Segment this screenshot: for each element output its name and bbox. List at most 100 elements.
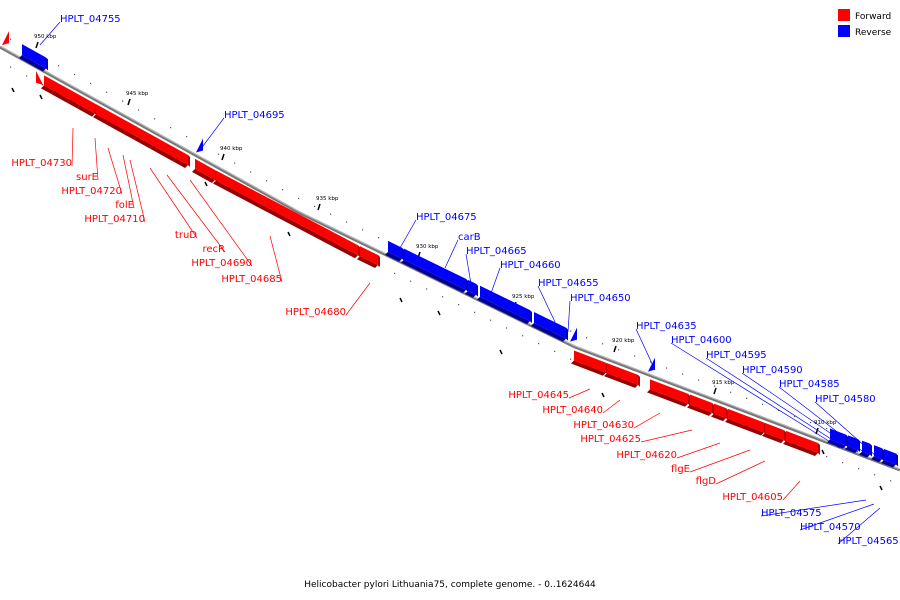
gene-arrow [36, 70, 43, 85]
gene-block [845, 435, 860, 454]
gene-label: HPLT_04580 [815, 394, 876, 405]
gene-arrow [196, 138, 203, 153]
leader-line [189, 179, 253, 267]
minor-tick-dot [458, 303, 460, 306]
minor-tick-dot [42, 84, 44, 86]
gene-block [173, 148, 190, 169]
major-tick [713, 387, 717, 395]
gene-label: carB [458, 232, 481, 243]
leader-line [345, 282, 371, 316]
gene-block [647, 379, 690, 407]
tick-mark [879, 485, 883, 491]
gene-arrow [648, 357, 655, 372]
minor-tick-dot [410, 280, 412, 282]
legend-forward-label: Forward [855, 12, 891, 22]
gene-block [465, 279, 478, 298]
minor-tick-dot [682, 373, 684, 375]
gene-label: HPLT_04650 [570, 293, 631, 304]
leader-line [71, 127, 74, 167]
major-tick [127, 98, 131, 106]
gene-label: HPLT_04645 [508, 390, 569, 401]
gene-label: HPLT_04625 [580, 434, 641, 445]
tick-mark [399, 297, 403, 303]
gene-label: HPLT_04565 [838, 536, 899, 547]
minor-tick-dot [314, 205, 316, 208]
gene-block [859, 440, 872, 458]
gene-block [531, 312, 568, 342]
minor-tick-dot [330, 213, 332, 215]
gene-block [19, 44, 48, 72]
leader-line [640, 429, 693, 443]
gene-block [477, 285, 532, 325]
gene-label: HPLT_04585 [779, 379, 840, 390]
major-ticks: 950 kbp 945 kbp 940 kbp 935 kbp 930 kbp 925 k… [34, 34, 837, 435]
gene-label: HPLT_04695 [224, 110, 285, 121]
minor-tick-dot [570, 358, 572, 360]
gene-block [401, 248, 468, 293]
leader-line [715, 460, 766, 485]
minor-tick-dot [730, 391, 732, 393]
minor-tick-dot [778, 409, 780, 412]
minor-tick-dot [74, 73, 76, 76]
gene-blocks [2, 31, 898, 468]
minor-tick-dot [10, 38, 12, 40]
minor-tick-dot [234, 162, 236, 164]
gene-label: HPLT_04655 [538, 278, 599, 289]
minor-tick-dot [714, 385, 716, 387]
gene-label: HPLT_04665 [466, 246, 527, 257]
minor-tick-dot [10, 66, 12, 68]
legend-forward-swatch [838, 9, 850, 21]
minor-tick-dot [602, 343, 604, 345]
gene-label: HPLT_04575 [761, 508, 822, 519]
major-tick [221, 153, 225, 161]
minor-tick-dot [826, 455, 828, 458]
tick-label: 930 kbp [416, 244, 439, 250]
tick-mark [437, 310, 441, 316]
leader-line [166, 174, 226, 253]
minor-tick-dot [586, 337, 588, 339]
minor-tick-dot [442, 296, 444, 298]
minor-tick-dot [378, 237, 380, 239]
minor-tick-dot [362, 229, 364, 231]
gene-label: HPLT_04620 [616, 450, 677, 461]
major-tick [317, 203, 321, 211]
tick-mark [204, 181, 208, 187]
tick-label: 920 kbp [612, 338, 635, 344]
gene-label: HPLT_04635 [636, 321, 697, 332]
leader-line [799, 503, 875, 531]
minor-tick-dot [218, 153, 220, 155]
tick-label: 925 kbp [512, 294, 535, 300]
gene-block [762, 422, 786, 444]
gene-block [783, 430, 820, 456]
leader-line [760, 499, 867, 517]
minor-tick-dot [826, 427, 828, 430]
leader-line [129, 159, 146, 223]
minor-tick-dot [346, 221, 348, 223]
minor-tick-dot [90, 82, 92, 84]
gene-label: HPLT_04660 [500, 260, 561, 271]
gene-block [604, 363, 640, 388]
leader-line [94, 137, 99, 181]
minor-tick-dot [570, 330, 572, 332]
gene-label: flgD [696, 476, 717, 487]
minor-tick-dot [106, 91, 108, 93]
tick-mark [601, 392, 605, 398]
leader-line [567, 300, 571, 333]
gene-block [213, 170, 360, 259]
gene-block [357, 246, 380, 269]
minor-tick-dot [298, 197, 300, 200]
minor-tick-dot [394, 272, 396, 275]
minor-tick-dot [122, 100, 124, 102]
legend: Forward Reverse [838, 9, 892, 38]
leader-line [399, 219, 417, 249]
gene-label: HPLT_04690 [191, 258, 252, 269]
leader-line [568, 388, 591, 399]
gene-label: HPLT_04730 [11, 158, 72, 169]
tick-label: 940 kbp [220, 146, 243, 152]
gene-label: HPLT_04630 [573, 420, 634, 431]
gene-block [711, 403, 728, 422]
gene-label: HPLT_04710 [84, 214, 145, 225]
leader-line [122, 154, 135, 209]
minor-tick-dot [810, 421, 812, 424]
leader-line [149, 167, 198, 239]
